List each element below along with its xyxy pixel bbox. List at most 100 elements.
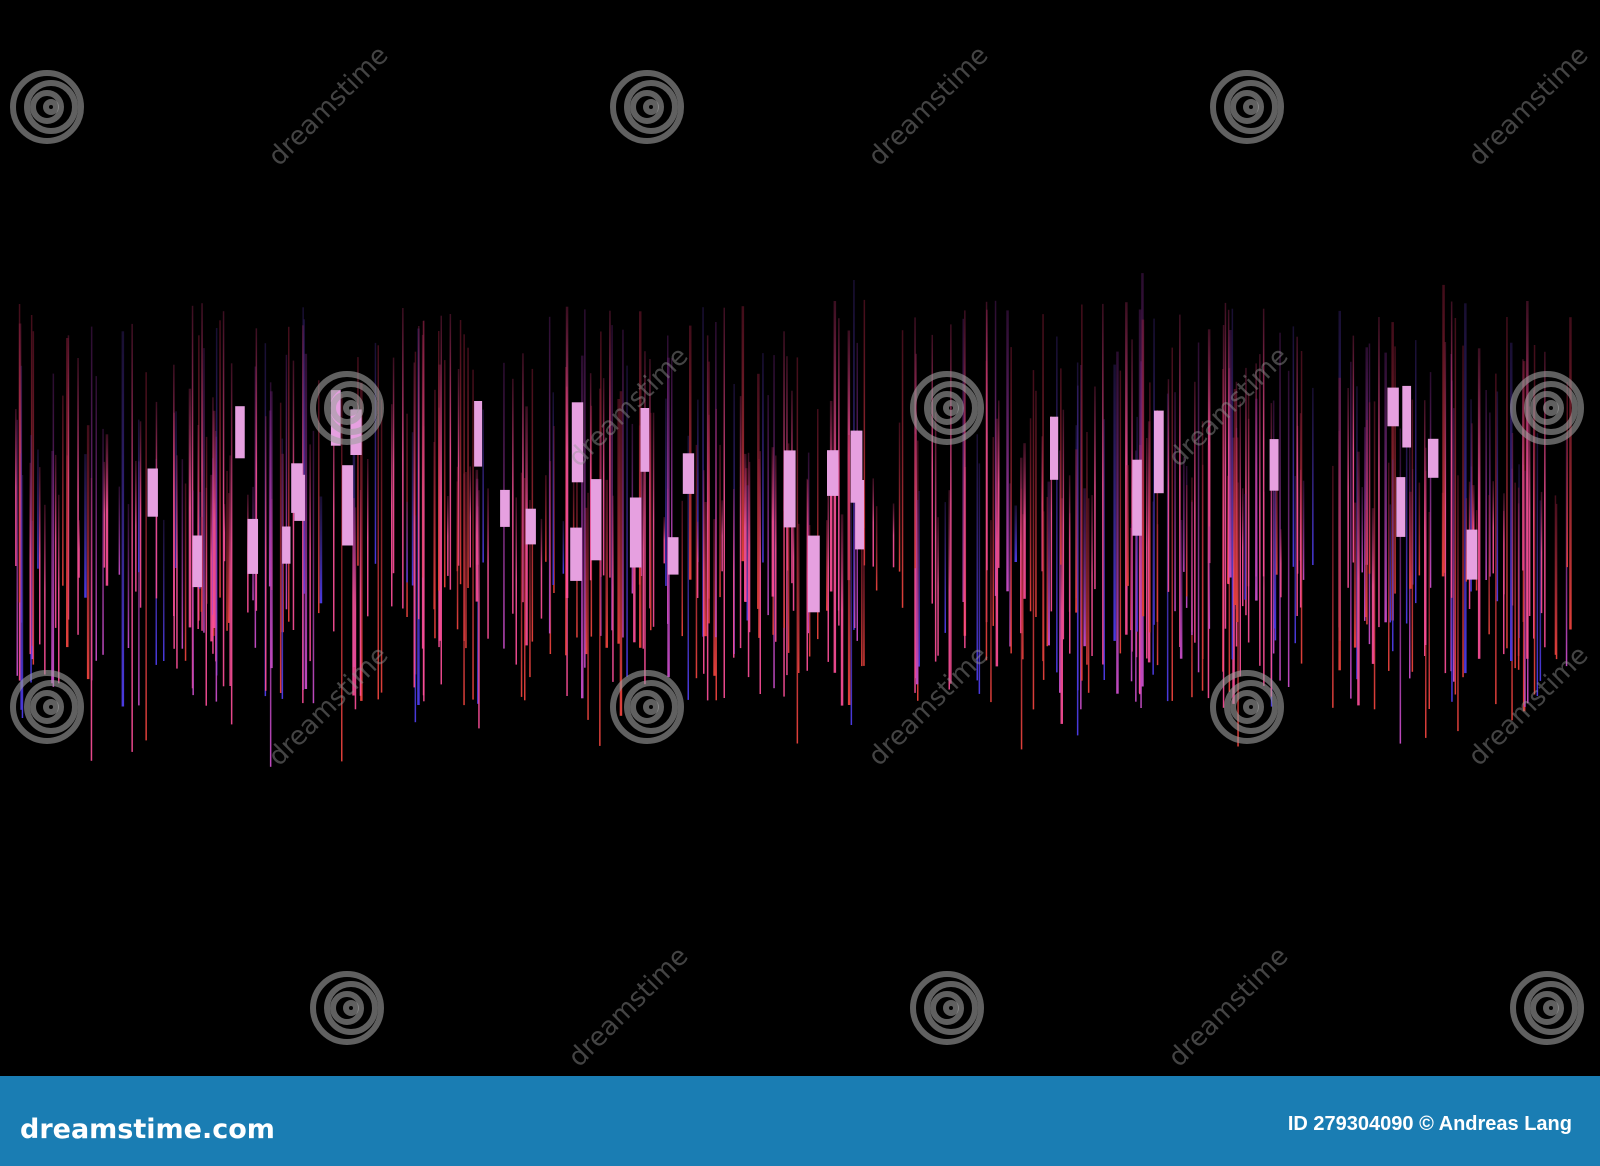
waveform xyxy=(15,273,1572,767)
wave-line xyxy=(1533,390,1535,639)
wave-line xyxy=(449,314,452,590)
wave-line xyxy=(540,518,543,619)
wave-line xyxy=(1242,488,1244,607)
wave-line xyxy=(18,304,21,603)
wave-line xyxy=(433,442,435,610)
wave-block xyxy=(147,468,158,517)
spiral-ring xyxy=(24,80,78,134)
wave-line xyxy=(723,307,725,698)
wave-line xyxy=(255,328,258,611)
wave-line xyxy=(1566,382,1568,568)
wave-line xyxy=(787,443,790,653)
wave-line xyxy=(205,487,207,706)
spiral-ring xyxy=(10,670,84,744)
wave-line xyxy=(1087,498,1090,693)
wave-line xyxy=(318,380,320,614)
wave-line xyxy=(414,351,417,675)
wave-line xyxy=(438,364,441,641)
wave-line xyxy=(312,430,315,704)
wave-line xyxy=(626,365,628,677)
wave-line xyxy=(1149,382,1151,633)
wave-line xyxy=(619,391,623,716)
wave-line xyxy=(1023,443,1026,599)
spiral-ring xyxy=(1510,371,1584,445)
wave-line xyxy=(565,306,569,598)
wave-line xyxy=(1522,361,1526,712)
wave-line xyxy=(1389,504,1392,623)
wave-line xyxy=(986,309,988,571)
wave-line xyxy=(188,388,192,628)
wave-line xyxy=(1528,406,1531,616)
wave-line xyxy=(341,394,343,762)
wave-line xyxy=(783,510,785,628)
wave-line xyxy=(1347,388,1349,588)
wave-line xyxy=(32,331,35,665)
spiral-ring xyxy=(1524,981,1578,1035)
wave-line xyxy=(1477,348,1481,659)
wave-line xyxy=(875,506,878,591)
watermark-logo xyxy=(1510,371,1584,445)
wave-line xyxy=(1378,317,1380,628)
wave-block xyxy=(474,401,483,467)
wave-line xyxy=(203,348,205,633)
wave-line xyxy=(617,399,620,644)
spiral-ring xyxy=(1230,90,1264,124)
wave-line xyxy=(1270,403,1273,697)
wave-line xyxy=(121,331,125,707)
wave-line xyxy=(1119,370,1122,654)
wave-line xyxy=(892,503,895,568)
wave-line xyxy=(562,521,565,574)
wave-line xyxy=(1539,500,1542,681)
wave-line xyxy=(994,300,997,596)
wave-line xyxy=(354,507,357,710)
wave-line xyxy=(1259,354,1261,666)
wave-line xyxy=(1263,491,1265,686)
wave-line xyxy=(599,388,601,746)
wave-line xyxy=(861,507,863,667)
wave-line xyxy=(998,400,1000,568)
wave-line xyxy=(1526,301,1529,659)
wave-line xyxy=(463,473,465,706)
spiral-ring xyxy=(1224,80,1278,134)
wave-line xyxy=(127,504,130,648)
wave-line xyxy=(1010,347,1012,654)
watermark-logo xyxy=(910,971,984,1045)
wave-line xyxy=(826,520,828,611)
wave-line xyxy=(402,308,404,609)
wave-block xyxy=(282,526,291,564)
wave-line xyxy=(268,410,272,587)
wave-line xyxy=(1462,345,1464,678)
spiral-ring xyxy=(630,690,664,724)
wave-line xyxy=(434,389,436,639)
spiral-ring xyxy=(1543,400,1559,416)
spiral-ring xyxy=(310,971,384,1045)
spiral-ring xyxy=(1543,1000,1559,1016)
wave-line xyxy=(1183,457,1185,572)
wave-line xyxy=(163,519,165,661)
wave-line xyxy=(829,400,833,592)
wave-line xyxy=(642,448,644,649)
wave-line xyxy=(175,411,177,568)
wave-block xyxy=(570,527,582,581)
wave-line xyxy=(467,347,469,588)
wave-line xyxy=(1102,303,1104,665)
wave-line xyxy=(854,496,856,628)
wave-block xyxy=(682,453,695,494)
wave-line xyxy=(1425,447,1427,645)
wave-line xyxy=(1179,314,1181,647)
wave-line xyxy=(978,463,981,694)
wave-line xyxy=(487,488,489,639)
wave-block xyxy=(783,450,796,528)
wave-line xyxy=(767,395,769,616)
wave-line xyxy=(1361,487,1363,573)
spiral-ring xyxy=(943,1000,959,1016)
wave-line xyxy=(1191,502,1193,635)
wave-line xyxy=(138,419,140,573)
wave-line xyxy=(1450,301,1453,598)
wave-block xyxy=(235,406,245,459)
wave-line xyxy=(1130,523,1133,682)
wave-line xyxy=(914,434,916,569)
wave-line xyxy=(1292,326,1295,567)
wave-line xyxy=(145,372,147,741)
